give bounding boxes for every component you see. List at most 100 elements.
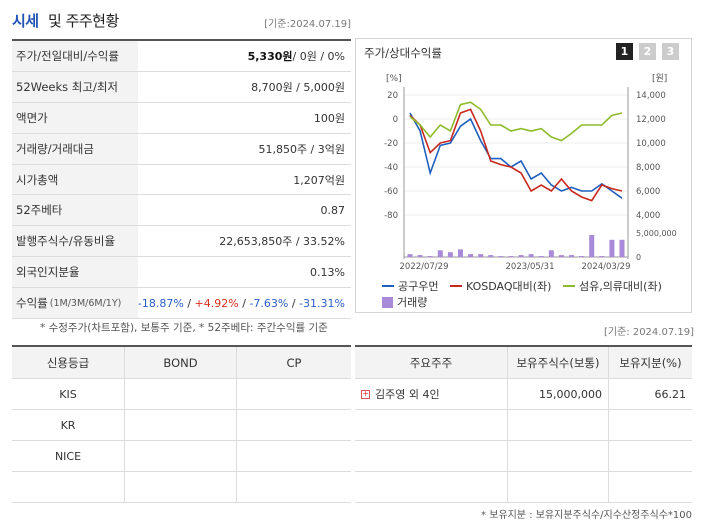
left-tick-label: 0 (393, 115, 398, 125)
row-label: 거래량/거래대금 (12, 133, 138, 164)
volume-bar (528, 254, 534, 257)
chart-tab-1[interactable]: 1 (616, 43, 633, 60)
volume-bar (609, 239, 615, 257)
table-row: 거래량/거래대금 51,850주 / 3억원 (12, 133, 351, 165)
chart-tab-3[interactable]: 3 (662, 43, 679, 60)
right-tick-label: 14,000 (636, 91, 666, 101)
credit-rating-table: 신용등급 BOND CP KIS KR NICE (12, 345, 351, 503)
current-price: 5,330원 (247, 49, 293, 63)
holder-name: 김주영 외 4인 (375, 388, 440, 401)
x-tick-label: 2023/05/31 (506, 262, 555, 271)
agency-name: NICE (12, 441, 124, 471)
volume-bar (558, 255, 564, 257)
table-row: 외국인지분율 0.13% (12, 257, 351, 289)
return-6m: -7.63% (249, 296, 289, 310)
volume-bar (538, 256, 544, 257)
left-tick-label: -20 (384, 139, 398, 149)
left-axis-unit: [%] (386, 74, 402, 84)
right-axis-unit: [원] (652, 73, 667, 84)
bond-cell (124, 441, 236, 471)
holder-shares: 15,000,000 (507, 379, 608, 409)
row-value: 100원 (313, 111, 345, 125)
row-value: 0.13% (310, 265, 345, 279)
legend-label: 공구우먼 (398, 280, 439, 293)
volume-bar (437, 250, 443, 257)
agency-name (12, 472, 124, 502)
returns-label: 수익률 (16, 296, 48, 311)
row-value: 0.87 (320, 203, 346, 217)
table-row (355, 472, 692, 503)
volume-bar (488, 255, 494, 257)
volume-bar (417, 255, 423, 257)
left-tick-label: -80 (384, 211, 398, 221)
row-label: 발행주식수/유동비율 (12, 226, 138, 257)
row-label: 시가총액 (12, 164, 138, 195)
sep: / (291, 296, 296, 310)
reference-date: [기준:2024.07.19] (264, 19, 351, 30)
section-header: 시세 및 주주현황 [기준:2024.07.19] (0, 0, 355, 34)
holder-name-cell[interactable]: + 김주영 외 4인 (355, 379, 507, 409)
col-header: 신용등급 (46, 355, 90, 370)
section-title-main: 시세 (12, 12, 39, 30)
series-line-2 (409, 101, 623, 142)
col-header: 보유주식수(보통) (507, 347, 608, 378)
chart-tab-2[interactable]: 2 (639, 43, 656, 60)
row-label: 수익률 (1M/3M/6M/1Y) (12, 288, 138, 319)
bond-cell (124, 379, 236, 409)
row-label: 액면가 (12, 102, 138, 133)
bond-cell (124, 472, 236, 502)
shareholders-table: 주요주주 보유주식수(보통) 보유지분(%) + 김주영 외 4인 15,000,… (355, 345, 692, 503)
row-value: 51,850주 / 3억원 (258, 142, 345, 156)
price-chart: [%] [원] 20 0 -20 -40 -60 -80 14,000 12,000 10,000 8… (384, 73, 677, 271)
reference-date-2: [기준: 2024.07.19] (603, 327, 694, 338)
right-tick-label: 12,000 (636, 115, 666, 125)
volume-bar (447, 252, 453, 257)
bond-cell (124, 410, 236, 440)
series-line-0 (409, 112, 623, 199)
return-1m: -18.87% (137, 296, 184, 310)
table-row: 시가총액 1,207억원 (12, 164, 351, 196)
expand-icon[interactable]: + (361, 389, 370, 399)
volume-bar (579, 256, 585, 257)
table-row: 52Weeks 최고/최저 8,700원 / 5,000원 (12, 71, 351, 103)
left-tick-label: -40 (384, 163, 398, 173)
legend-label: KOSDAQ대비(좌) (465, 280, 552, 293)
row-label: 외국인지분율 (12, 257, 138, 288)
right-tick-label: 4,000 (636, 211, 660, 221)
chart-legend: 공구우먼 KOSDAQ대비(좌) 섬유,의류대비(좌) 거래량 (382, 277, 670, 311)
returns-period: (1M/3M/6M/1Y) (49, 297, 122, 309)
legend-item: 섬유,의류대비(좌) (562, 278, 662, 294)
holder-pct: 66.21 (608, 379, 692, 409)
cp-cell (236, 472, 351, 502)
table-row: NICE (12, 441, 351, 472)
volume-bar (468, 254, 474, 257)
volume-bar (548, 250, 554, 257)
volume-bar (599, 256, 605, 257)
legend-item: 거래량 (382, 294, 427, 310)
table-row: 발행주식수/유동비율 22,653,850주 / 33.52% (12, 226, 351, 258)
left-tick-label: 20 (387, 91, 398, 101)
volume-bar (589, 235, 595, 257)
right-tick-label: 6,000 (636, 187, 660, 197)
right-tick-label: 8,000 (636, 163, 660, 173)
volume-bar (619, 239, 625, 257)
row-value: 5,330원 / 0원 / 0% (138, 41, 351, 71)
cp-cell (236, 379, 351, 409)
col-header: 보유지분(%) (608, 347, 692, 378)
legend-item: KOSDAQ대비(좌) (449, 278, 552, 294)
sep: / (242, 296, 246, 310)
col-header: BOND (124, 347, 236, 378)
table-row (12, 472, 351, 503)
table-row (355, 441, 692, 472)
row-label: 52주베타 (12, 195, 138, 226)
chart-tabs: 1 2 3 (616, 43, 679, 60)
volume-bar (457, 249, 463, 257)
row-label: 주가/전일대비/수익률 (12, 41, 138, 71)
agency-name: KIS (12, 379, 124, 409)
row-value: 8,700원 / 5,000원 (251, 80, 345, 94)
returns-values: -18.87% / +4.92% / -7.63% / -31.31% (138, 288, 351, 318)
return-1y: -31.31% (299, 296, 345, 310)
volume-bar (498, 256, 504, 257)
cp-cell (236, 441, 351, 471)
volume-bar (478, 254, 484, 257)
